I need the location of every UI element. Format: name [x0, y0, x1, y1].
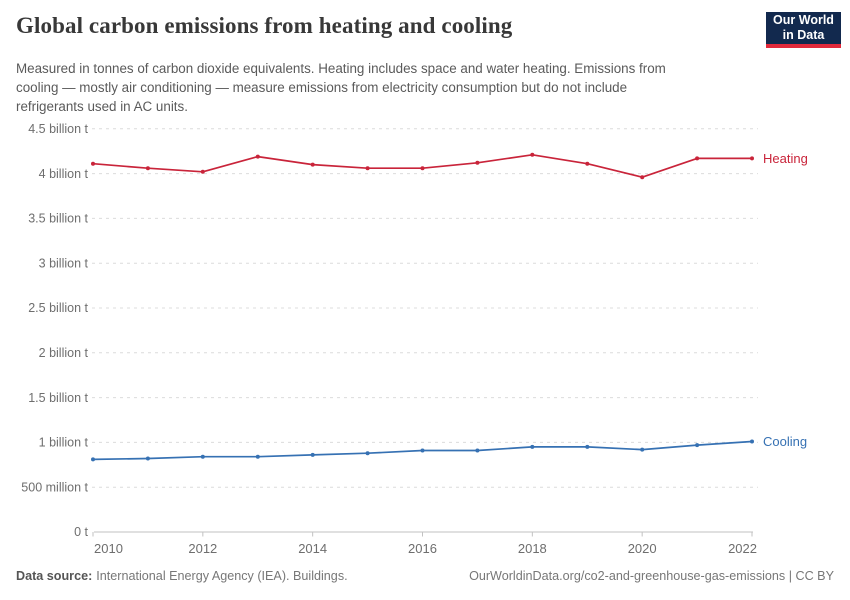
data-point[interactable] [145, 166, 150, 171]
data-point[interactable] [530, 444, 535, 449]
data-point[interactable] [640, 175, 645, 180]
y-axis-tick-label: 0 t [74, 525, 88, 539]
data-point[interactable] [640, 447, 645, 452]
data-point[interactable] [695, 156, 700, 161]
data-point[interactable] [310, 162, 315, 167]
subtitle-line-3: refrigerants used in AC units. [16, 99, 188, 115]
data-point[interactable] [145, 456, 150, 461]
chart-footer: Data source: International Energy Agency … [16, 569, 834, 583]
subtitle-line-2: cooling — mostly air conditioning — meas… [16, 80, 628, 96]
data-point[interactable] [585, 161, 590, 166]
data-point[interactable] [750, 439, 754, 444]
x-axis-tick-label: 2020 [628, 541, 657, 556]
y-axis-tick-label: 4.5 billion t [28, 122, 88, 136]
x-axis-tick-label: 2012 [188, 541, 217, 556]
series-label-cooling[interactable]: Cooling [763, 434, 807, 449]
data-point[interactable] [365, 166, 370, 171]
data-point[interactable] [255, 154, 260, 159]
data-point[interactable] [530, 152, 535, 157]
data-point[interactable] [475, 160, 480, 165]
x-axis-tick-label: 2016 [408, 541, 437, 556]
data-source-note: Data source: International Energy Agency … [16, 569, 348, 583]
logo-text-line2: in Data [782, 28, 825, 42]
data-point[interactable] [200, 169, 205, 174]
data-point[interactable] [420, 166, 425, 171]
data-source-text: International Energy Agency (IEA). Build… [96, 569, 348, 583]
logo-text-line1: Our World [773, 13, 834, 28]
series-cooling[interactable]: Cooling [91, 434, 807, 462]
data-point[interactable] [200, 454, 205, 459]
y-axis-tick-label: 3 billion t [39, 256, 89, 270]
data-point[interactable] [91, 161, 95, 166]
data-point[interactable] [91, 457, 95, 462]
data-point[interactable] [310, 452, 315, 457]
owid-logo[interactable]: Our World in Data [766, 12, 841, 48]
data-point[interactable] [255, 454, 260, 459]
subtitle-line-1: Measured in tonnes of carbon dioxide equ… [16, 61, 666, 76]
y-axis-tick-label: 2 billion t [39, 346, 89, 360]
data-point[interactable] [750, 156, 754, 161]
series-label-heating[interactable]: Heating [763, 151, 808, 166]
data-point[interactable] [420, 448, 425, 453]
x-axis-tick-label: 2022 [728, 541, 757, 556]
y-axis-tick-label: 1 billion t [39, 436, 89, 450]
y-axis-tick-label: 4 billion t [39, 167, 89, 181]
data-point[interactable] [475, 448, 480, 453]
x-axis-tick-label: 2010 [94, 541, 123, 556]
series-heating[interactable]: Heating [91, 151, 808, 180]
y-axis-tick-label: 2.5 billion t [28, 301, 88, 315]
data-source-label: Data source: [16, 569, 93, 583]
y-axis-tick-label: 500 million t [21, 480, 88, 494]
data-point[interactable] [695, 443, 700, 448]
data-point[interactable] [365, 451, 370, 456]
owid-url-credit[interactable]: OurWorldinData.org/co2-and-greenhouse-ga… [469, 569, 834, 583]
x-axis-tick-label: 2014 [298, 541, 327, 556]
chart-title: Global carbon emissions from heating and… [16, 13, 513, 38]
chart-subtitle: Measured in tonnes of carbon dioxide equ… [16, 59, 736, 116]
y-axis-tick-label: 1.5 billion t [28, 391, 88, 405]
x-axis-tick-label: 2018 [518, 541, 547, 556]
y-axis-tick-label: 3.5 billion t [28, 212, 88, 226]
data-point[interactable] [585, 444, 590, 449]
